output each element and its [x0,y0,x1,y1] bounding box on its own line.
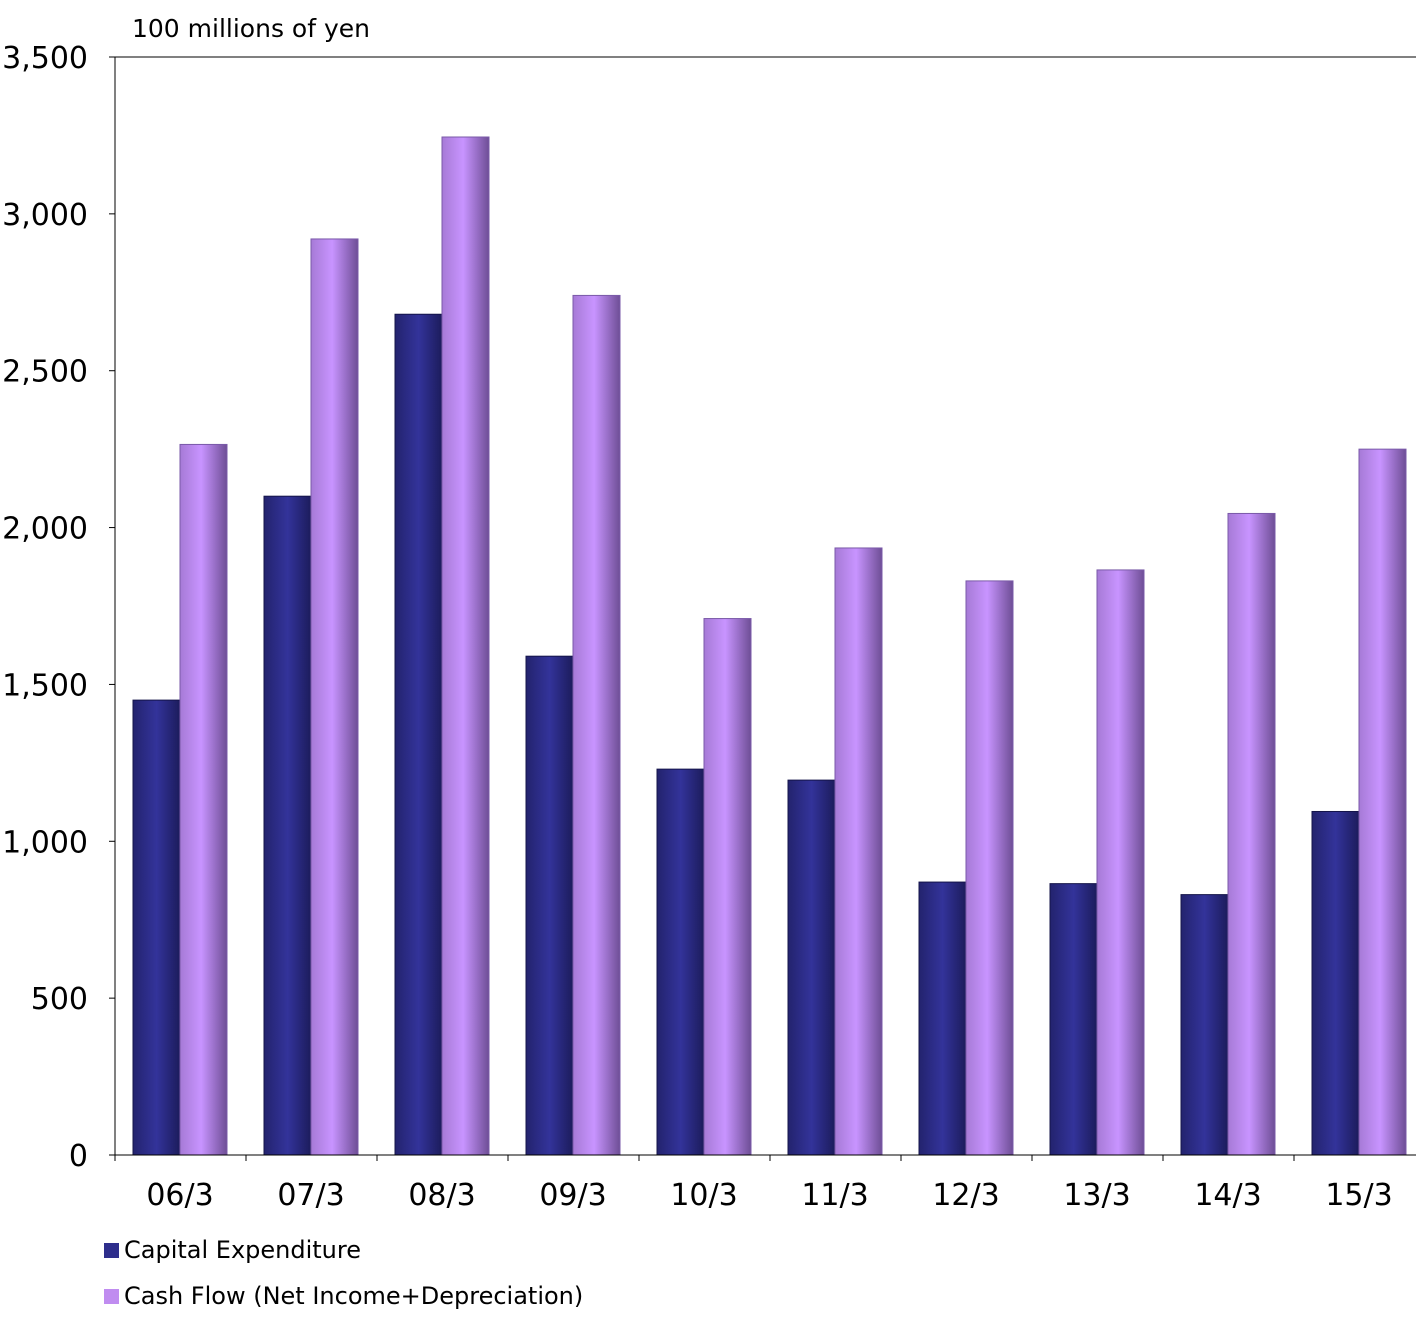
x-tick-label: 07/3 [277,1178,344,1213]
bar-cash-flow-13-3 [1096,569,1145,1156]
bar-capital-expenditure-14-3 [1180,894,1229,1156]
legend-label-capital-expenditure: Capital Expenditure [124,1236,361,1264]
bar-capital-expenditure-15-3 [1311,810,1360,1156]
legend-item-capital-expenditure: Capital Expenditure [104,1236,361,1264]
y-tick-label: 0 [69,1139,88,1174]
x-tick-label: 13/3 [1063,1178,1130,1213]
bars-group [132,136,1407,1156]
y-tick-label: 1,000 [2,825,88,860]
bar-cash-flow-07-3 [310,238,359,1156]
legend-label-cash-flow: Cash Flow (Net Income+Depreciation) [124,1282,584,1310]
y-tick-label: 1,500 [2,668,88,703]
bar-capital-expenditure-11-3 [787,779,836,1156]
legend-swatch-capital-expenditure [104,1242,119,1258]
bar-capital-expenditure-09-3 [525,655,574,1156]
x-tick-label: 06/3 [146,1178,213,1213]
x-tick-label: 14/3 [1194,1178,1261,1213]
bar-capital-expenditure-08-3 [394,313,443,1156]
x-tick-label: 12/3 [932,1178,999,1213]
bar-cash-flow-06-3 [179,443,228,1156]
x-tick-label: 08/3 [408,1178,475,1213]
bar-capital-expenditure-06-3 [132,699,181,1156]
axes-group [109,56,1416,1161]
bar-cash-flow-11-3 [834,547,883,1156]
y-axis-unit-label: 100 millions of yen [132,14,370,43]
legend-swatch-cash-flow [104,1288,119,1304]
x-tick-label: 11/3 [801,1178,868,1213]
y-tick-label: 3,000 [2,198,88,233]
bar-capital-expenditure-10-3 [656,768,705,1156]
x-tick-label: 15/3 [1325,1178,1392,1213]
y-tick-label: 500 [31,982,88,1017]
bar-capital-expenditure-07-3 [263,495,312,1156]
x-tick-label: 10/3 [670,1178,737,1213]
bar-cash-flow-08-3 [441,136,490,1156]
bar-cash-flow-15-3 [1358,448,1407,1156]
tick-labels-group: 0 500 1,000 1,500 2,000 2,500 3,000 3,500 06/3 07… [2,41,1393,1213]
bar-cash-flow-09-3 [572,294,621,1156]
y-tick-label: 2,500 [2,355,88,390]
y-tick-label: 2,000 [2,512,88,547]
legend-item-cash-flow: Cash Flow (Net Income+Depreciation) [104,1282,583,1310]
bar-cash-flow-10-3 [703,618,752,1156]
bar-capital-expenditure-13-3 [1049,883,1098,1156]
bar-chart: 0 500 1,000 1,500 2,000 2,500 3,000 3,500 06/3 07… [2,41,1416,1213]
y-tick-label: 3,500 [2,41,88,76]
bar-cash-flow-14-3 [1227,512,1276,1156]
bar-capital-expenditure-12-3 [918,881,967,1156]
bar-cash-flow-12-3 [965,580,1014,1156]
x-tick-label: 09/3 [539,1178,606,1213]
